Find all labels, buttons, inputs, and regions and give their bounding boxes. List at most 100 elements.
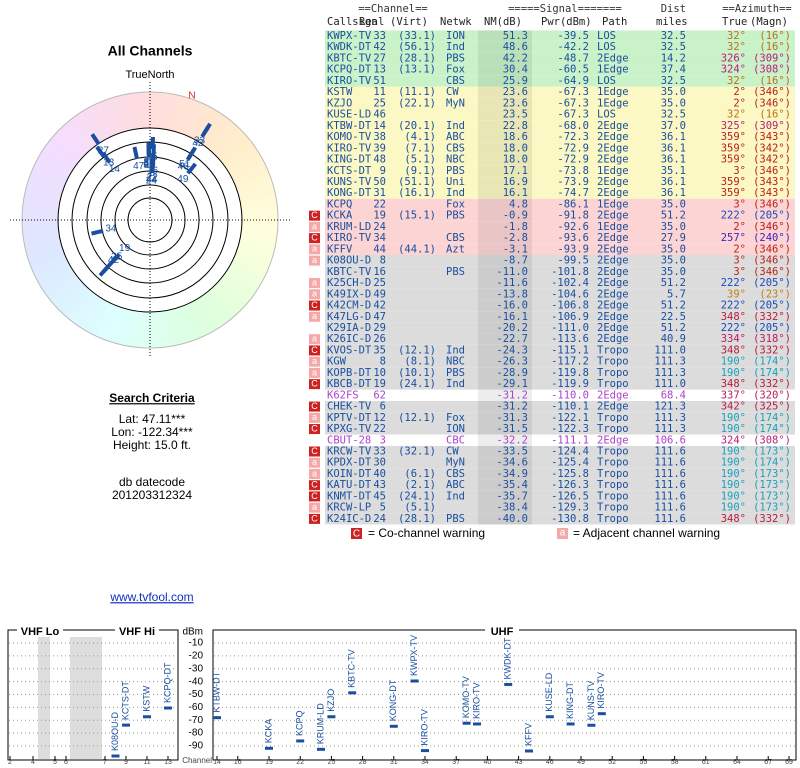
cell-dist: 121.3 [654, 401, 686, 413]
cell-dist: 35.0 [661, 243, 686, 255]
cell-netwk: PBS [446, 210, 465, 222]
cell-path: Tropo [597, 457, 629, 469]
nm-cell-bg [478, 277, 532, 289]
station-bar [200, 125, 211, 138]
cell-nm: 23.6 [503, 86, 528, 98]
cell-pwr: -72.9 [557, 154, 589, 166]
cell-nm: -13.8 [496, 288, 528, 300]
cell-virt: (28.1) [398, 513, 436, 525]
cell-path: 2Edge [597, 434, 629, 446]
cell-dist: 111.3 [654, 412, 686, 424]
signal-label: KFFV [523, 723, 533, 746]
cell-pwr: -125.4 [551, 457, 589, 469]
cell-path: 2Edge [597, 266, 629, 278]
signal-label: KING-DT [565, 681, 575, 719]
row-bg [325, 344, 795, 357]
cell-nm: -31.2 [496, 389, 528, 401]
cell-callsign: KCPQ-DT [327, 64, 372, 76]
cell-true: 359° [721, 154, 746, 166]
cell-magn: (346°) [753, 97, 791, 109]
signal-bar [122, 723, 130, 727]
cell-magn: (325°) [753, 401, 791, 413]
cell-real: 24 [373, 221, 386, 233]
cell-magn: (174°) [753, 457, 791, 469]
cell-nm: -8.7 [503, 255, 528, 267]
cell-netwk: Ind [446, 120, 465, 132]
cell-callsign: KPTV-DT [327, 412, 372, 424]
station-bar [185, 148, 196, 161]
cell-dist: 32.5 [661, 30, 686, 42]
cell-true: 190° [721, 356, 746, 368]
cell-virt: (6.1) [404, 468, 436, 480]
warning-letter: a [312, 244, 317, 254]
cell-callsign: CBUT-28 [327, 434, 371, 446]
cell-nm: -11.0 [496, 266, 528, 278]
nm-cell-bg [478, 344, 532, 357]
nm-cell-bg [478, 97, 532, 109]
cell-dist: 111.3 [654, 423, 686, 435]
warning-icon [309, 457, 320, 468]
cell-virt: (20.1) [398, 120, 436, 132]
cell-pwr: -119.8 [551, 367, 589, 379]
cell-magn: (16°) [759, 41, 791, 53]
station-bar [186, 162, 197, 175]
row-bg [325, 120, 795, 132]
gap-band [70, 637, 102, 759]
signal-label: KOMO-TV [461, 676, 471, 718]
cell-pwr: -106.8 [551, 300, 589, 312]
north-label: TrueNorth [125, 69, 174, 81]
cell-netwk: CW [446, 86, 459, 98]
cell-pwr: -48.7 [557, 52, 589, 64]
cell-dist: 36.1 [661, 176, 686, 188]
cell-callsign: KWDK-DT [327, 41, 372, 53]
row-bg [325, 75, 795, 87]
nm-cell-bg [478, 131, 532, 143]
warning-icon [309, 210, 320, 221]
nm-cell-bg [478, 254, 532, 267]
cell-netwk: Uni [446, 176, 465, 188]
cell-netwk: PBS [446, 165, 465, 177]
cell-magn: (173°) [753, 468, 791, 480]
station-bar [101, 151, 112, 164]
cell-virt: (11.1) [398, 86, 436, 98]
column-header: NM(dB) [484, 16, 522, 28]
cell-magn: (346°) [753, 266, 791, 278]
cell-real: 43 [373, 479, 386, 491]
legend-text: = Adjacent channel warning [573, 526, 720, 540]
lon: Lon: -122.34*** [111, 425, 193, 439]
row-bg [325, 210, 795, 222]
signal-label: KCPQ-DT [162, 662, 172, 703]
cell-callsign: KCKA [327, 210, 353, 222]
site-link[interactable]: www.tvfool.com [109, 590, 193, 604]
lat: Lat: 47.11*** [119, 412, 186, 426]
cell-dist: 36.1 [661, 154, 686, 166]
cell-nm: 23.5 [503, 109, 528, 121]
cell-pwr: -110.1 [551, 401, 589, 413]
cell-magn: (309°) [753, 52, 791, 64]
cell-pwr: -113.6 [551, 333, 589, 345]
column-group: ==Channel== [358, 3, 428, 15]
cell-real: 29 [373, 322, 386, 334]
cell-netwk: NBC [446, 154, 465, 166]
warning-icon [309, 233, 320, 244]
cell-callsign: KCTS-DT [327, 165, 372, 177]
cell-dist: 111.6 [654, 513, 686, 525]
cell-nm: 18.6 [503, 131, 528, 143]
cell-real: 49 [373, 288, 386, 300]
row-bg [325, 457, 795, 469]
cell-pwr: -122.3 [551, 423, 589, 435]
row-bg [325, 97, 795, 109]
cell-callsign: KRCW-LP [327, 502, 371, 514]
nm-cell-bg [478, 311, 532, 323]
cell-path: 1Edge [597, 221, 629, 233]
x-tick-label: 2 [8, 759, 12, 766]
cell-dist: 14.2 [661, 52, 686, 64]
cell-callsign: KTBW-DT [327, 120, 372, 132]
signal-label: KCPQ [295, 710, 305, 736]
cell-true: 334° [721, 333, 746, 345]
cell-magn: (320°) [753, 389, 791, 401]
cell-pwr: -122.1 [551, 412, 589, 424]
cell-real: 25 [373, 97, 386, 109]
signal-label: KRUM-LD [315, 703, 325, 745]
cell-callsign: KATU-DT [327, 479, 372, 491]
